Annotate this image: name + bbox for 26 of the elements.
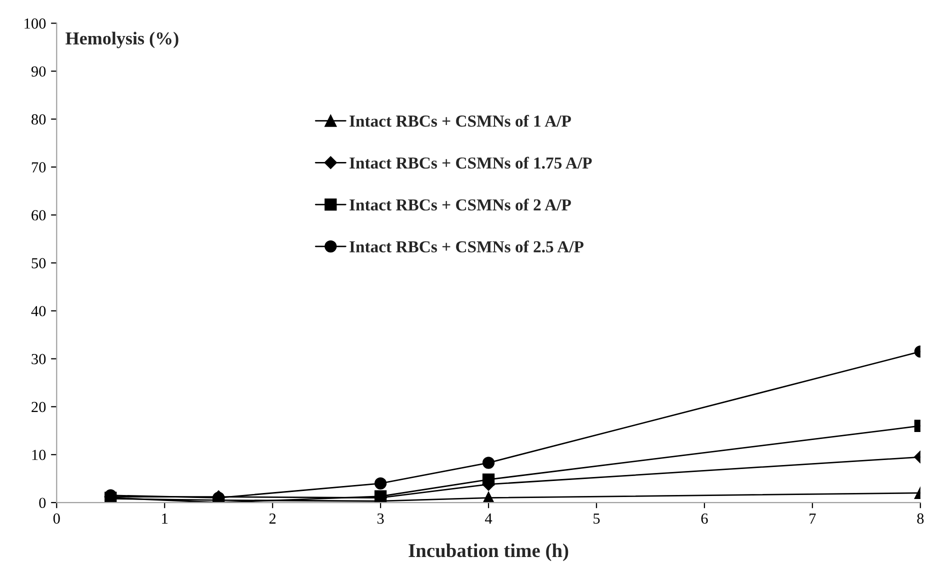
x-axis-title: Incubation time (h) [408, 544, 568, 562]
legend-label: Intact RBCs + CSMNs of 1.75 A/P [350, 156, 592, 169]
y-axis-title: Hemolysis (%) [66, 32, 178, 48]
y-tick-label: 60 [32, 210, 46, 220]
y-tick-label: 30 [32, 354, 46, 364]
y-tick-label: 50 [32, 258, 46, 268]
x-tick-label: 2 [269, 513, 276, 524]
y-tick-label: 80 [32, 114, 46, 125]
x-tick-label: 0 [53, 513, 60, 524]
y-tick-label: 20 [32, 402, 46, 412]
y-tick-label: 0 [39, 498, 46, 508]
x-tick-label: 8 [917, 513, 924, 524]
x-tick-label: 3 [377, 513, 384, 524]
y-tick-label: 10 [32, 450, 46, 460]
legend-label: Intact RBCs + CSMNs of 1 A/P [350, 114, 571, 127]
x-tick-label: 7 [810, 514, 816, 524]
y-tick-label: 40 [31, 306, 46, 316]
x-tick-label: 6 [701, 513, 708, 524]
x-tick-label: 4 [485, 514, 492, 524]
y-tick-label: 100 [24, 18, 46, 29]
x-tick-label: 5 [594, 514, 600, 524]
y-tick-label: 90 [31, 66, 46, 77]
legend-label: Intact RBCs + CSMNs of 2.5 A/P [350, 240, 584, 252]
legend-label: Intact RBCs + CSMNs of 2 A/P [350, 198, 571, 211]
y-tick-label: 70 [32, 162, 46, 172]
x-tick-label: 1 [162, 513, 168, 524]
